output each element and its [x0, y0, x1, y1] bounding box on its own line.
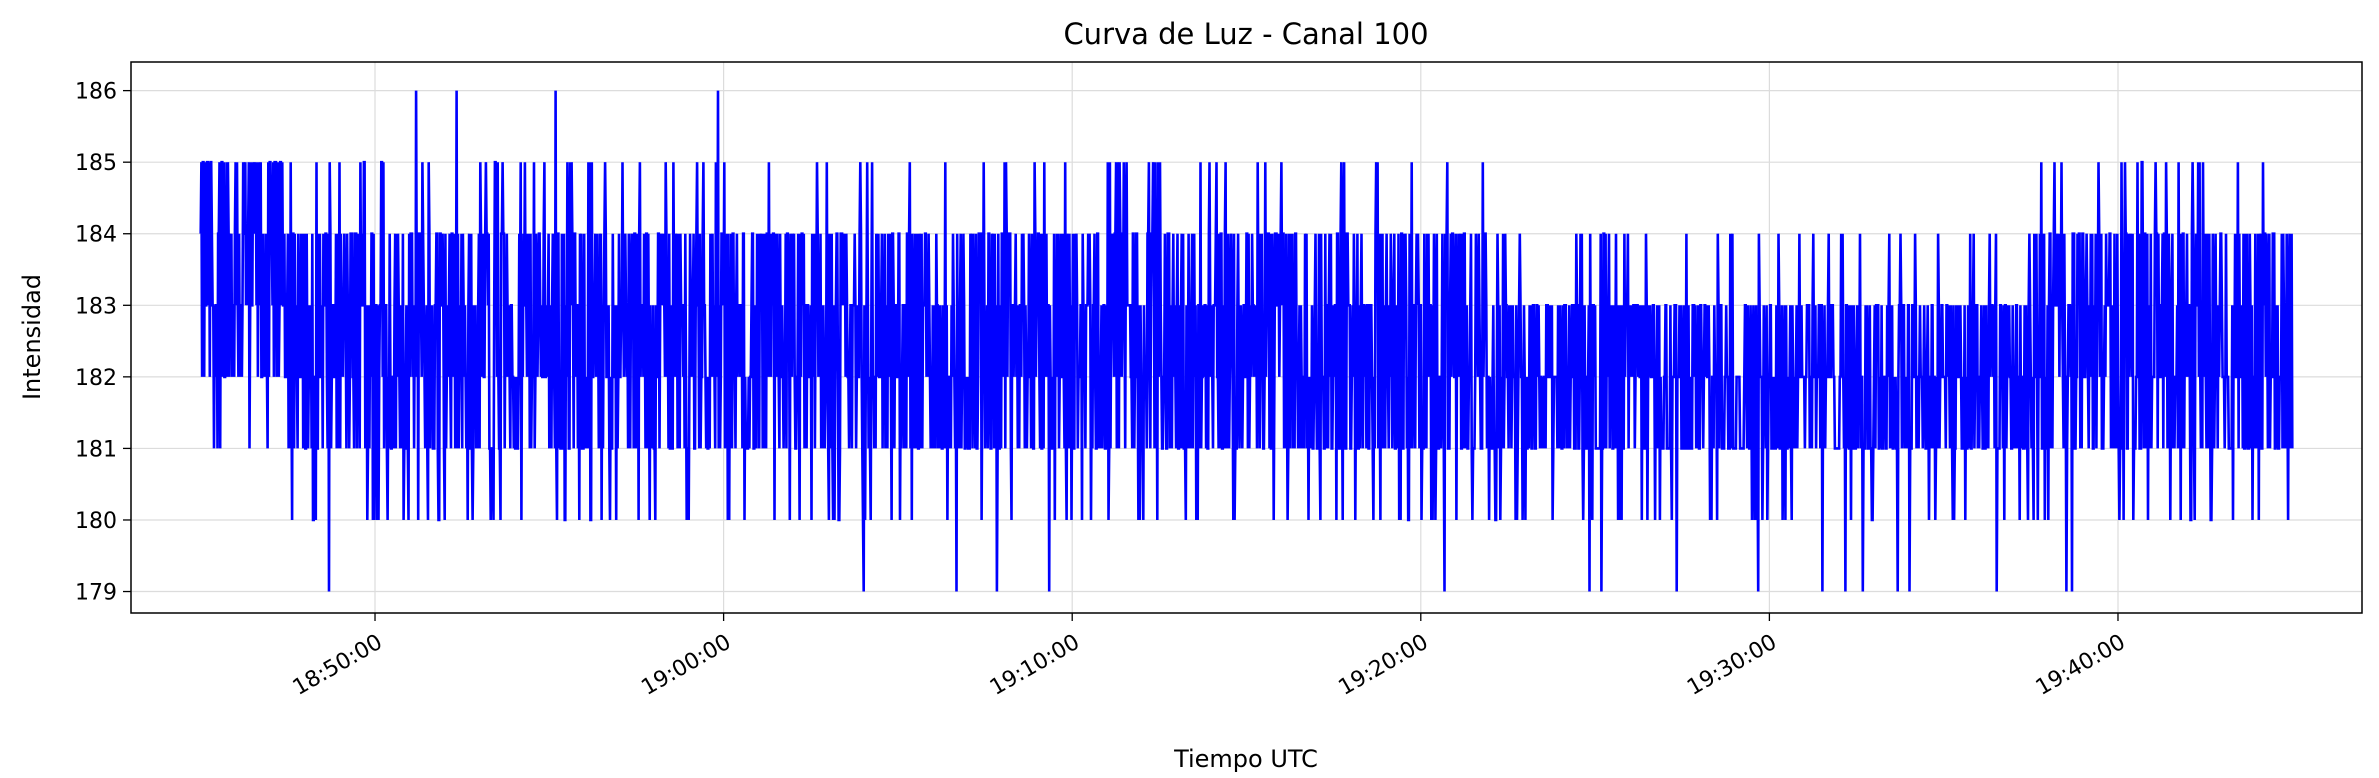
y-tick-label: 183: [75, 294, 117, 319]
x-axis: 18:50:00 19:00:00 19:10:00 19:20:00 19:30:00…: [289, 613, 2130, 701]
y-tick-label: 181: [75, 437, 117, 462]
series-line: [199, 90, 2294, 592]
plot-frame: [130, 61, 2363, 614]
chart-title: Curva de Luz - Canal 100: [1063, 17, 1428, 51]
y-axis: 179 180 181 182 183 184 185 186: [75, 80, 131, 606]
y-tick-label: 180: [75, 509, 117, 534]
y-tick-label: 186: [75, 80, 117, 105]
x-tick-label: 19:10:00: [986, 630, 1084, 701]
y-tick-label: 179: [75, 581, 117, 606]
x-axis-label: Tiempo UTC: [1173, 745, 1318, 773]
x-tick-label: 18:50:00: [289, 630, 387, 701]
x-tick-label: 19:00:00: [637, 630, 735, 701]
x-tick-label: 19:20:00: [1335, 630, 1433, 701]
x-tick-label: 19:30:00: [1683, 630, 1781, 701]
y-tick-label: 182: [75, 366, 117, 391]
y-axis-label: Intensidad: [18, 274, 46, 400]
x-tick-label: 19:40:00: [2032, 630, 2130, 701]
y-tick-label: 184: [75, 223, 117, 248]
y-tick-label: 185: [75, 151, 117, 176]
